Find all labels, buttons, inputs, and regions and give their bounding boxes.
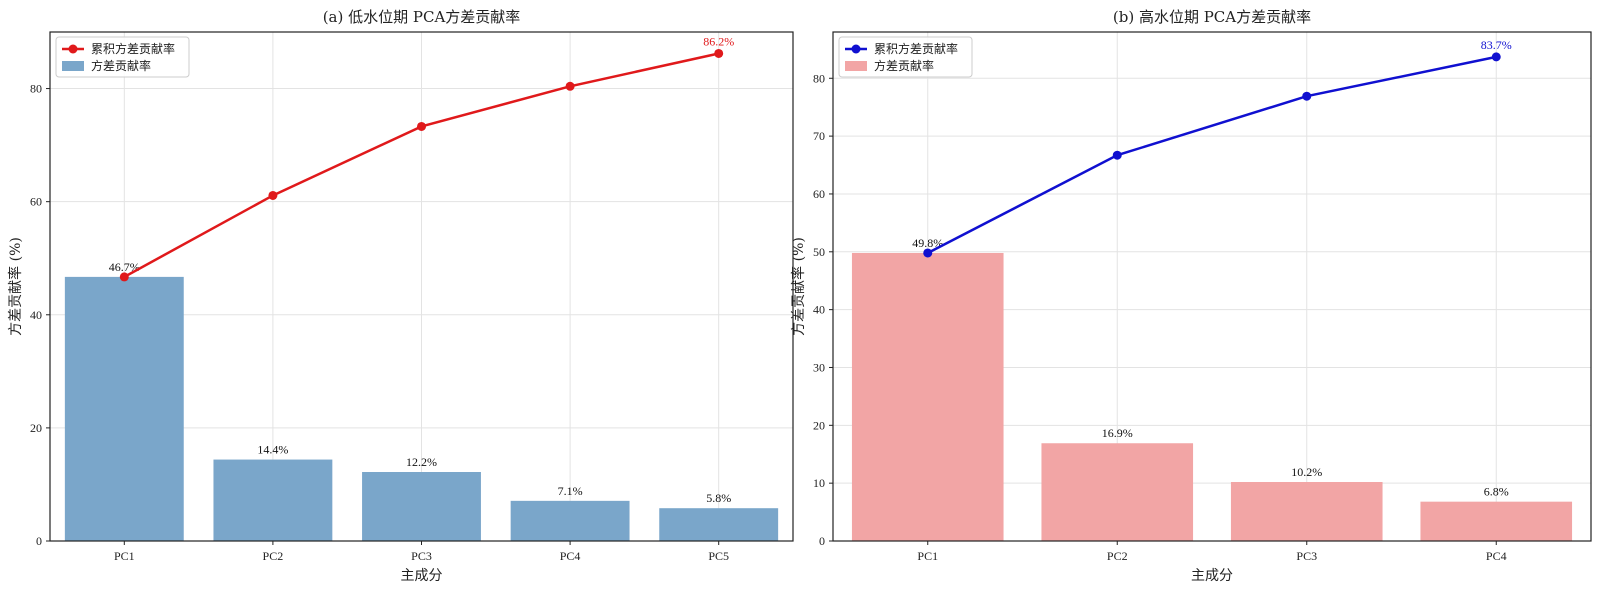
bar-value-label: 14.4% <box>257 443 288 457</box>
x-axis-ticks: PC1 PC2 PC3 PC4 PC5 <box>114 541 729 563</box>
bar-pc4 <box>1420 501 1573 541</box>
x-axis-label: 主成分 <box>1191 568 1233 584</box>
x-axis-label: 主成分 <box>401 568 443 584</box>
bar-value-label: 5.8% <box>706 491 731 505</box>
bar-pc1 <box>851 252 1004 541</box>
chart-title: (b) 高水位期 PCA方差贡献率 <box>1113 8 1311 26</box>
x-tick-label: PC2 <box>263 549 284 563</box>
legend-marker-swatch <box>68 44 78 54</box>
bar-value-label: 6.8% <box>1484 485 1509 499</box>
legend-box <box>838 36 973 78</box>
bar-pc4 <box>510 500 630 541</box>
y-tick-label: 40 <box>30 308 42 322</box>
x-tick-label: PC4 <box>1486 549 1507 563</box>
y-tick-label: 20 <box>813 418 825 432</box>
y-tick-label: 20 <box>30 421 42 435</box>
cumulative-point-pc2 <box>268 190 278 200</box>
bar-pc3 <box>362 472 481 541</box>
legend-marker-swatch <box>851 44 861 54</box>
legend-label-cumulative: 累积方差贡献率 <box>874 41 958 56</box>
x-tick-label: PC3 <box>1296 549 1317 563</box>
y-tick-label: 30 <box>813 360 825 374</box>
legend-bar-swatch <box>845 61 867 71</box>
legend-label-variance: 方差贡献率 <box>874 58 934 73</box>
chart-panel-low-water: 46.7% 14.4% 12.2% 7.1% 5.8% 86.2% 0 20 40 60 80 PC1… <box>7 8 794 584</box>
plot-frame <box>832 31 1592 542</box>
cumulative-line-series: 86.2% <box>119 34 734 282</box>
cumulative-point-pc1 <box>923 248 933 258</box>
bar-pc3 <box>1230 482 1383 541</box>
y-tick-label: 80 <box>30 82 42 96</box>
x-tick-label: PC1 <box>114 549 135 563</box>
cumulative-end-label: 83.7% <box>1481 38 1512 52</box>
cumulative-point-pc3 <box>1302 91 1312 101</box>
bar-value-label: 46.7% <box>109 260 140 274</box>
bar-value-label: 16.9% <box>1102 426 1133 440</box>
bar-pc2 <box>1041 443 1194 541</box>
y-tick-label: 50 <box>813 245 825 259</box>
bar-pc5 <box>659 508 779 541</box>
bar-value-label: 10.2% <box>1291 465 1322 479</box>
legend-bar-swatch <box>62 61 84 71</box>
y-tick-label: 10 <box>813 476 825 490</box>
legend-label-variance: 方差贡献率 <box>91 58 151 73</box>
chart-title: (a) 低水位期 PCA方差贡献率 <box>323 8 521 26</box>
y-tick-label: 70 <box>813 129 825 143</box>
x-tick-label: PC3 <box>411 549 432 563</box>
cumulative-point-pc1 <box>119 272 129 282</box>
y-tick-label: 0 <box>36 534 42 548</box>
y-tick-label: 80 <box>813 71 825 85</box>
cumulative-point-pc2 <box>1112 150 1122 160</box>
y-axis-ticks: 0 10 20 30 40 50 60 70 80 <box>813 71 833 548</box>
cumulative-line-series: 83.7% <box>923 38 1512 258</box>
cumulative-end-label: 86.2% <box>703 34 734 48</box>
x-tick-label: PC2 <box>1107 549 1128 563</box>
y-tick-label: 60 <box>813 187 825 201</box>
bar-pc2 <box>213 459 333 541</box>
bar-value-labels: 46.7% 14.4% 12.2% 7.1% 5.8% <box>109 260 731 505</box>
bar-value-label: 12.2% <box>406 455 437 469</box>
y-tick-label: 60 <box>30 195 42 209</box>
legend-box <box>55 36 190 78</box>
bar-value-label: 7.1% <box>558 484 583 498</box>
bar-series <box>64 276 779 541</box>
x-tick-label: PC1 <box>917 549 938 563</box>
cumulative-point-pc4 <box>565 81 575 91</box>
cumulative-point-pc4 <box>1491 52 1501 62</box>
y-axis-ticks: 0 20 40 60 80 <box>30 82 50 548</box>
y-axis-label: 方差贡献率 (%) <box>7 237 24 336</box>
bar-value-label: 49.8% <box>912 236 943 250</box>
y-tick-label: 40 <box>813 303 825 317</box>
chart-panel-high-water: 49.8% 16.9% 10.2% 6.8% 83.7% 0 10 20 30 40 50 60 70 8… <box>790 8 1592 584</box>
y-tick-label: 0 <box>819 534 825 548</box>
bar-series <box>851 252 1573 541</box>
bar-pc1 <box>64 276 184 541</box>
legend-label-cumulative: 累积方差贡献率 <box>91 41 175 56</box>
x-tick-label: PC4 <box>560 549 581 563</box>
y-axis-label: 方差贡献率 (%) <box>790 237 807 336</box>
cumulative-line <box>927 55 1497 255</box>
bar-value-labels: 49.8% 16.9% 10.2% 6.8% <box>912 236 1509 499</box>
x-axis-ticks: PC1 PC2 PC3 PC4 <box>917 541 1507 563</box>
cumulative-point-pc3 <box>417 121 426 131</box>
x-tick-label: PC5 <box>708 549 729 563</box>
cumulative-point-pc5 <box>714 48 724 58</box>
